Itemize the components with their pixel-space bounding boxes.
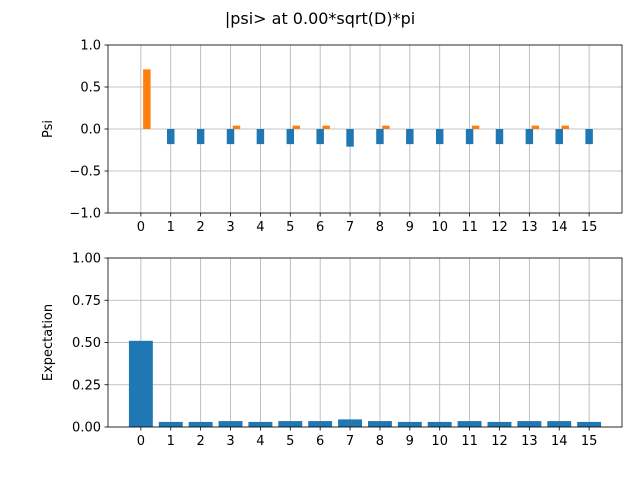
x-tick-label-2: 2 — [196, 220, 204, 235]
x-tick-label-5: 5 — [286, 434, 294, 449]
bar-expectation-s0-14 — [547, 421, 572, 427]
x-tick-label-9: 9 — [406, 220, 414, 235]
bar-expectation-s0-10 — [427, 421, 452, 427]
bar-psi-s0-8 — [376, 129, 384, 145]
bar-expectation-s0-6 — [308, 421, 333, 427]
x-tick-label-7: 7 — [346, 434, 354, 449]
x-tick-label-3: 3 — [226, 220, 234, 235]
y-tick-label-4: 1.0 — [80, 39, 101, 54]
x-tick-label-10: 10 — [431, 434, 448, 449]
x-tick-label-14: 14 — [551, 220, 568, 235]
bar-psi-s0-2 — [196, 129, 205, 145]
figure-title: |psi> at 0.00*sqrt(D)*pi — [225, 9, 415, 28]
y-tick-label-0: −1.0 — [69, 207, 101, 222]
bar-psi-s0-15 — [585, 129, 593, 145]
bar-psi-s0-13 — [525, 129, 534, 145]
bar-expectation-s0-12 — [487, 421, 512, 427]
x-tick-label-4: 4 — [256, 220, 264, 235]
x-tick-label-13: 13 — [521, 220, 538, 235]
bar-expectation-s0-11 — [457, 421, 482, 427]
expectation-plot: 0 1 2 3 4 5 6 7 8 9 10 11 12 13 14 150.000.250.500.751.… — [41, 252, 623, 449]
x-tick-label-13: 13 — [521, 434, 538, 449]
bar-psi-s0-1 — [167, 129, 175, 145]
bar-psi-s0-12 — [495, 129, 504, 145]
x-tick-label-12: 12 — [491, 434, 508, 449]
x-tick-label-15: 15 — [581, 220, 598, 235]
x-tick-label-6: 6 — [316, 434, 324, 449]
x-tick-label-10: 10 — [431, 220, 448, 235]
x-tick-label-9: 9 — [406, 434, 414, 449]
x-tick-label-11: 11 — [461, 220, 478, 235]
expectation-y-axis-label: Expectation — [41, 304, 56, 381]
x-tick-label-8: 8 — [376, 434, 384, 449]
x-tick-label-4: 4 — [256, 434, 264, 449]
bar-psi-s1-0 — [143, 69, 151, 129]
bar-psi-s1-3 — [232, 125, 241, 129]
y-tick-label-1: −0.5 — [69, 165, 101, 180]
y-tick-label-3: 0.75 — [72, 294, 101, 309]
bar-psi-s0-3 — [226, 129, 235, 145]
bar-psi-s1-11 — [471, 125, 480, 129]
x-tick-label-15: 15 — [581, 434, 598, 449]
bar-expectation-s0-8 — [367, 421, 392, 427]
bar-expectation-s0-4 — [248, 421, 273, 427]
bar-expectation-s0-5 — [278, 421, 303, 427]
bar-psi-s0-10 — [435, 129, 444, 145]
bar-psi-s0-4 — [256, 129, 265, 145]
x-tick-label-2: 2 — [196, 434, 204, 449]
x-tick-label-1: 1 — [167, 220, 175, 235]
x-tick-label-7: 7 — [346, 220, 354, 235]
x-tick-label-1: 1 — [167, 434, 175, 449]
bar-expectation-s0-0 — [128, 340, 153, 427]
bar-expectation-s0-13 — [517, 421, 542, 427]
bar-psi-s0-9 — [406, 129, 414, 145]
x-tick-label-0: 0 — [137, 220, 145, 235]
bar-psi-s1-5 — [292, 125, 301, 129]
y-tick-label-2: 0.50 — [72, 336, 101, 351]
x-tick-label-14: 14 — [551, 434, 568, 449]
bar-psi-s0-5 — [286, 129, 295, 145]
bar-psi-s1-14 — [561, 125, 569, 129]
x-tick-label-3: 3 — [226, 434, 234, 449]
x-tick-label-6: 6 — [316, 220, 324, 235]
bar-expectation-s0-9 — [397, 421, 422, 427]
bar-psi-s0-6 — [316, 129, 324, 145]
bar-psi-s1-13 — [531, 125, 540, 129]
x-tick-label-5: 5 — [286, 220, 294, 235]
bar-psi-s1-6 — [322, 125, 330, 129]
x-tick-label-12: 12 — [491, 220, 508, 235]
psi-plot: 0 1 2 3 4 5 6 7 8 9 10 11 12 13 14 15−1.0−0.50.00.51.0P… — [41, 39, 623, 235]
x-tick-label-8: 8 — [376, 220, 384, 235]
psi-y-axis-label: Psi — [41, 120, 56, 138]
bar-psi-s0-7 — [346, 129, 354, 147]
bar-expectation-s0-2 — [188, 421, 213, 427]
y-tick-label-0: 0.00 — [72, 421, 101, 436]
bar-expectation-s0-1 — [158, 421, 183, 427]
x-tick-label-0: 0 — [137, 434, 145, 449]
bar-expectation-s0-15 — [577, 421, 602, 427]
bar-psi-s0-11 — [465, 129, 474, 145]
y-tick-label-3: 0.5 — [80, 81, 101, 96]
bar-psi-s0-14 — [555, 129, 563, 145]
y-tick-label-2: 0.0 — [80, 123, 101, 138]
y-tick-label-1: 0.25 — [72, 378, 101, 393]
bar-expectation-s0-3 — [218, 421, 243, 427]
bar-psi-s1-8 — [382, 125, 390, 129]
bar-expectation-s0-7 — [338, 419, 363, 427]
y-tick-label-4: 1.00 — [72, 252, 101, 267]
x-tick-label-11: 11 — [461, 434, 478, 449]
